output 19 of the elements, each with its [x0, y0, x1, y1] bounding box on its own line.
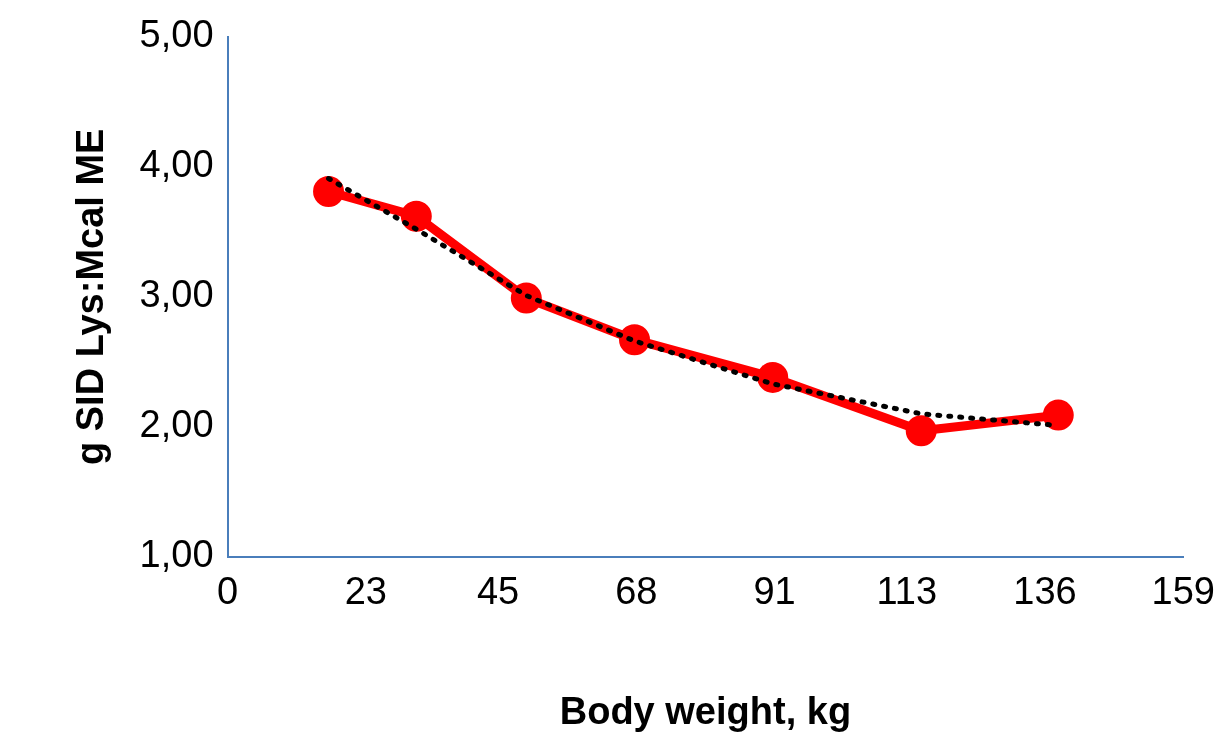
x-tick-label: 45 — [476, 570, 520, 613]
y-tick-label: 5,00 — [139, 13, 214, 56]
x-tick-label: 136 — [1013, 570, 1077, 613]
y-axis-title: g SID Lys:Mcal ME — [69, 128, 112, 466]
x-tick-label: 0 — [216, 570, 239, 613]
x-tick-label: 113 — [876, 570, 938, 613]
point — [400, 200, 432, 232]
y-tick-label: 4,00 — [139, 143, 214, 186]
x-tick-label: 159 — [1151, 570, 1215, 613]
point — [313, 176, 345, 207]
x-tick-label: 68 — [615, 570, 658, 613]
point — [905, 415, 937, 447]
x-tick-label: 23 — [344, 570, 387, 613]
y-tick-label: 3,00 — [139, 273, 214, 316]
x-tick-label: 91 — [753, 570, 796, 613]
x-axis-title: Body weight, kg — [559, 689, 852, 732]
y-tick-label: 1,00 — [139, 533, 214, 576]
y-tick-label: 2,00 — [139, 403, 214, 446]
point — [1042, 399, 1074, 431]
